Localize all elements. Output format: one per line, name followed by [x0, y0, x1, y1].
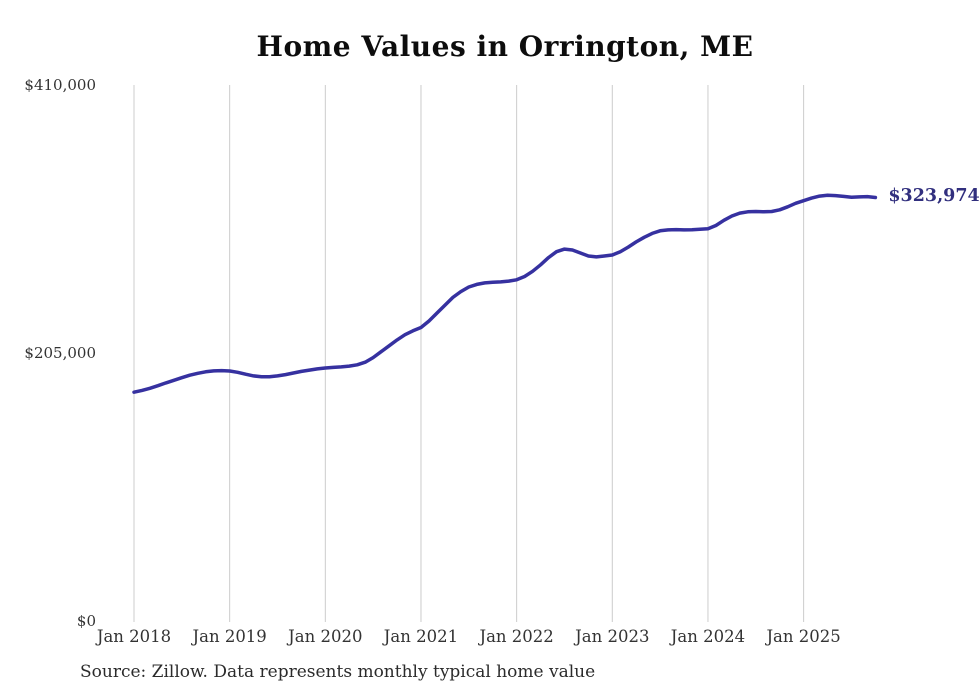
x-tick-label: Jan 2025	[766, 627, 841, 646]
y-tick-label: $205,000	[24, 344, 96, 362]
x-tick-label: Jan 2018	[96, 627, 172, 646]
x-tick-label: Jan 2023	[575, 627, 650, 646]
x-tick-label: Jan 2021	[383, 627, 459, 646]
x-tick-label: Jan 2019	[192, 627, 267, 646]
x-tick-label: Jan 2022	[479, 627, 554, 646]
y-tick-label: $410,000	[24, 76, 96, 94]
x-tick-label: Jan 2024	[670, 627, 746, 646]
chart-title: Home Values in Orrington, ME	[256, 30, 754, 63]
x-tick-label: Jan 2020	[288, 627, 363, 646]
y-tick-label: $0	[76, 612, 96, 630]
last-value-label: $323,974	[888, 186, 980, 207]
source-note: Source: Zillow. Data represents monthly …	[80, 662, 596, 682]
home-value-line	[132, 193, 878, 394]
